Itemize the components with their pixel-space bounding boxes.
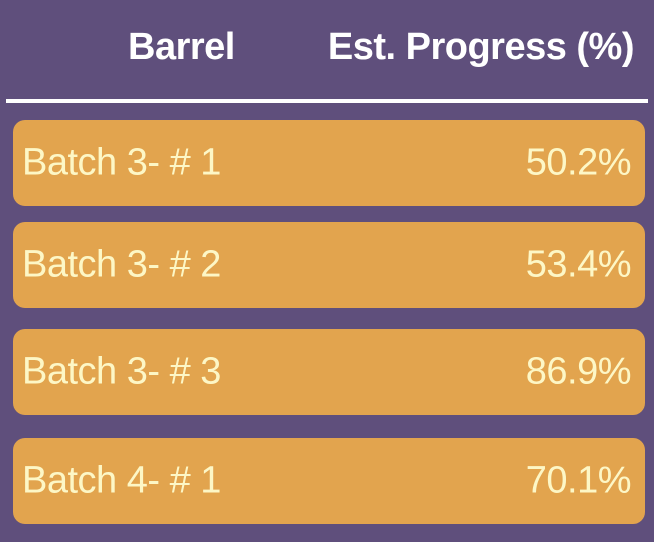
barrel-name: Batch 3- # 2 [22, 243, 221, 286]
header-divider [6, 99, 648, 103]
progress-value: 86.9% [525, 350, 632, 393]
table-row[interactable]: Batch 3- # 3 86.9% [13, 329, 645, 415]
progress-value: 53.4% [525, 243, 632, 286]
table-header: Barrel Est. Progress (%) [0, 0, 654, 100]
barrel-name: Batch 3- # 3 [22, 350, 221, 393]
table-row[interactable]: Batch 4- # 1 70.1% [13, 438, 645, 524]
barrel-column-header[interactable]: Barrel [128, 26, 235, 68]
progress-column-header[interactable]: Est. Progress (%) [327, 26, 635, 68]
barrel-name: Batch 3- # 1 [22, 141, 221, 184]
table-row[interactable]: Batch 3- # 1 50.2% [13, 120, 645, 206]
table-row[interactable]: Batch 3- # 2 53.4% [13, 222, 645, 308]
barrel-name: Batch 4- # 1 [22, 459, 221, 502]
progress-value: 50.2% [525, 141, 632, 184]
progress-value: 70.1% [525, 459, 632, 502]
